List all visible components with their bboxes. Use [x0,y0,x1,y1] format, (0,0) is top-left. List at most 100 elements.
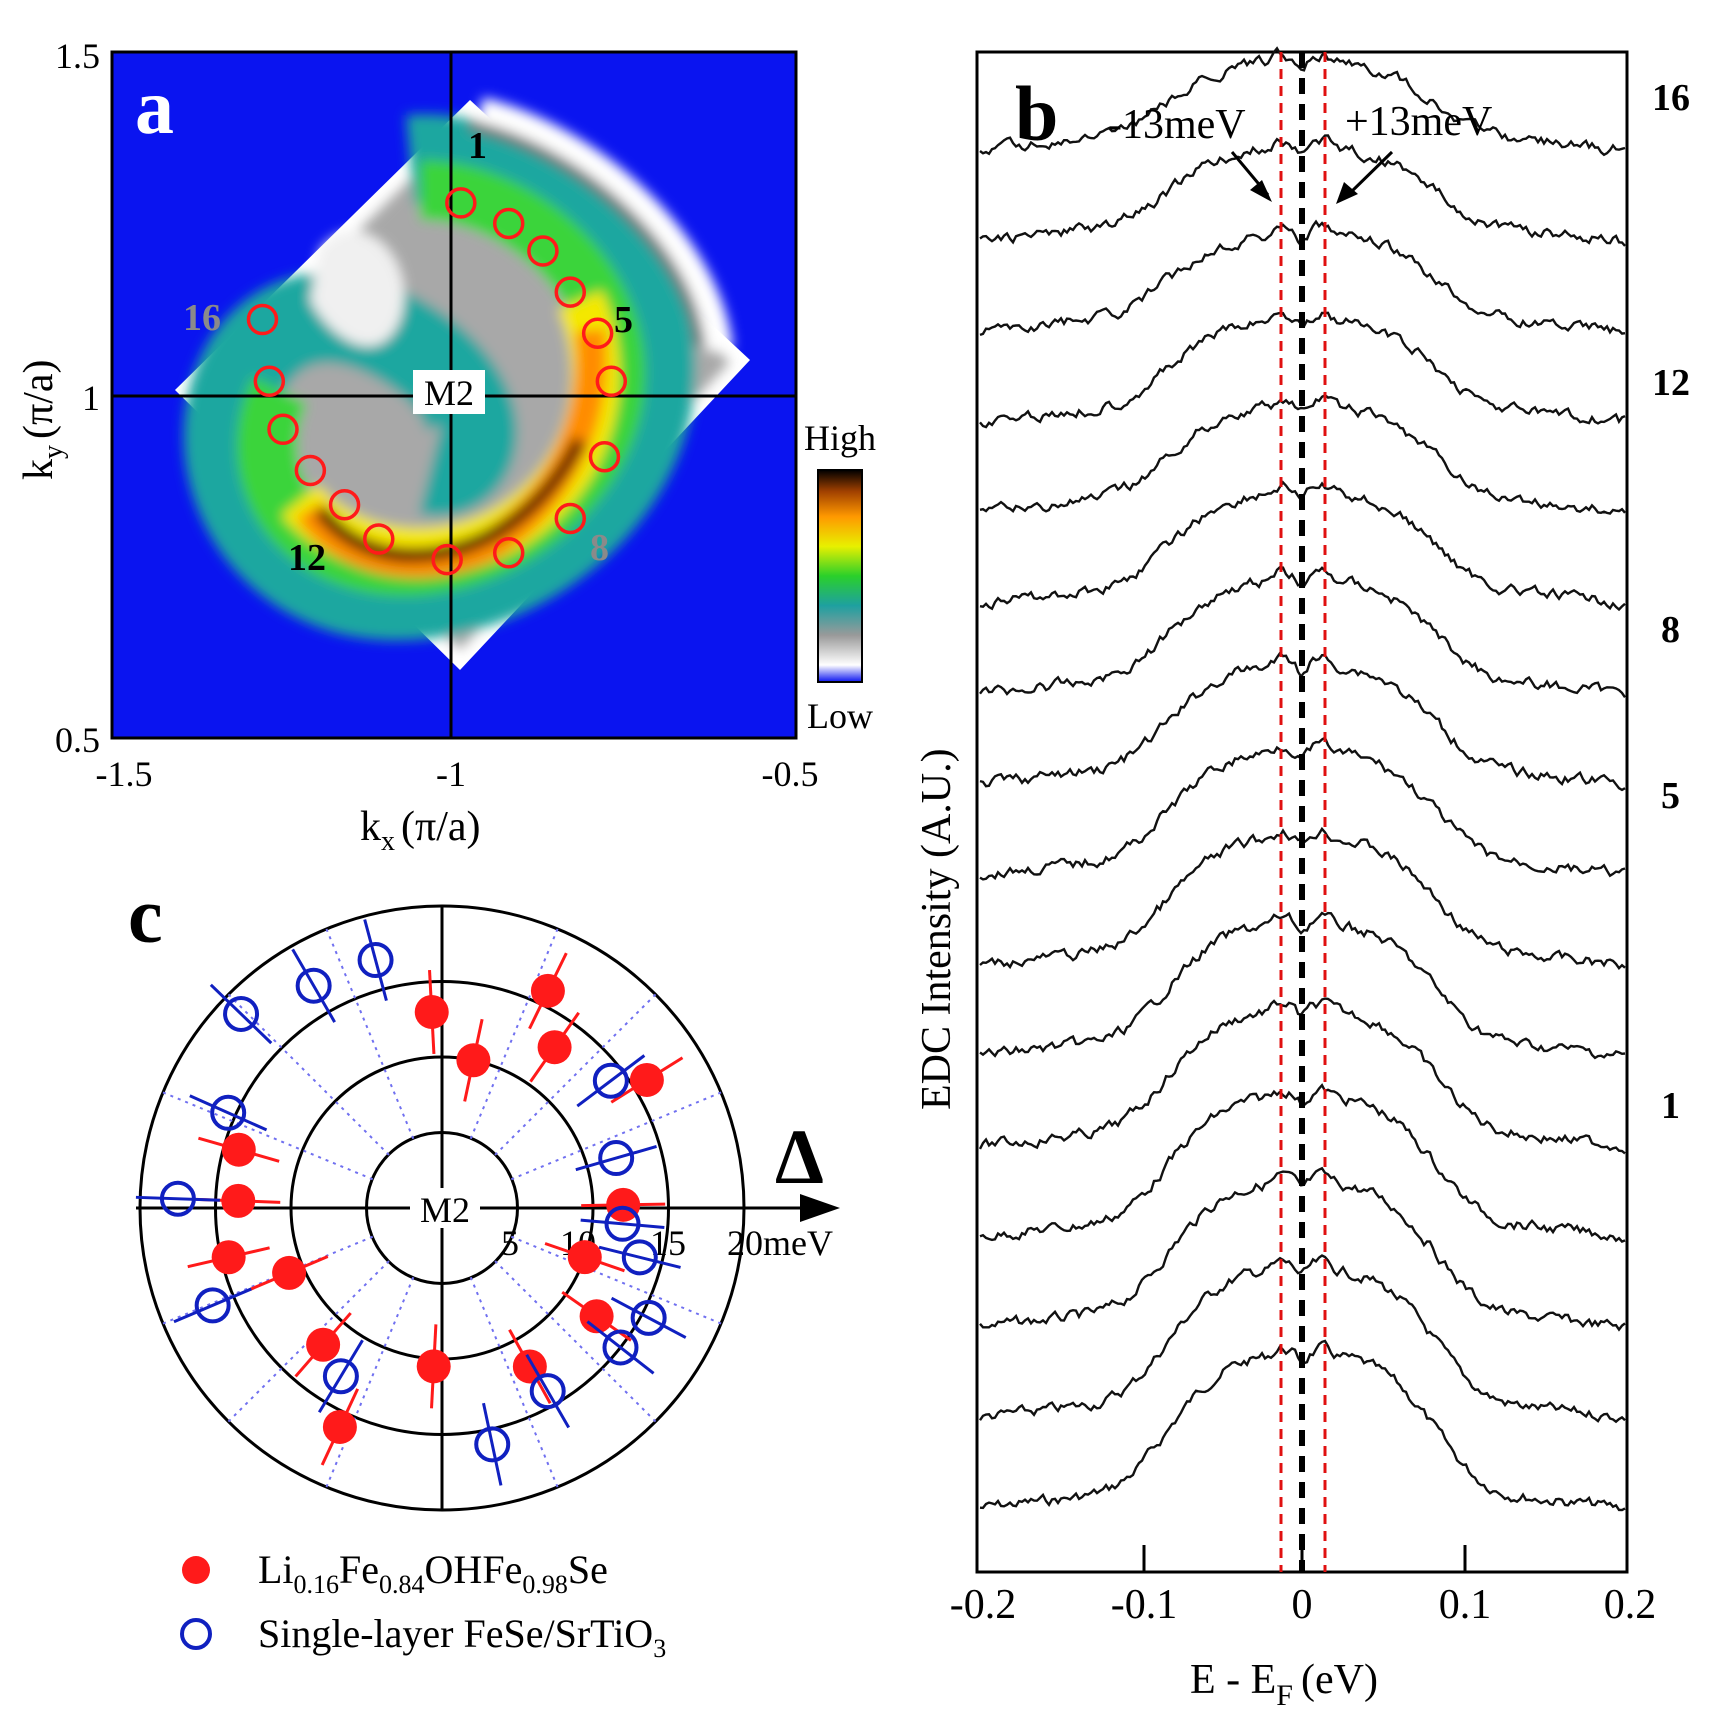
gap-point-li-16 [221,1132,256,1167]
curve-label-8: 8 [1661,609,1680,651]
cut-label-12: 12 [288,537,326,579]
gap-points [135,919,687,1486]
panel-b-ticks [1142,1545,1467,1572]
panel-b: b -13meV +13meV 16 12 8 5 1 -0.2 -0.1 0 … [914,46,1690,1712]
radial-guide [510,1091,722,1181]
cut-label-16: 16 [183,297,221,339]
edc-curve-6 [979,911,1626,1060]
error-bar [525,1353,570,1429]
cut-label-1: 1 [468,125,487,167]
edc-curve-16 [979,46,1626,157]
panel-b-letter: b [1015,70,1058,157]
gap-point-li-4 [537,1030,572,1065]
xtick-minus-1.5: -1.5 [96,754,153,794]
gap-point-li-10 [416,1349,451,1384]
gap-point-fese-15 [592,1062,629,1099]
radial-guide [227,993,390,1156]
xtick-minus-0.5: -0.5 [762,754,819,794]
radial-guide [325,928,415,1140]
panel-b-xlabel: E - EF (eV) [1190,1657,1378,1712]
annotation-minus-13mev: -13meV [1108,102,1246,148]
m2-label-box [413,370,485,414]
ring-label-5: 5 [501,1223,519,1263]
edc-curve-4 [979,1083,1626,1244]
edc-curve-2 [979,1254,1626,1424]
gap-point-li-1 [414,994,449,1029]
radial-guide [469,928,559,1140]
gap-point-li-15 [221,1183,256,1218]
xtick-0.1: 0.1 [1439,1582,1492,1628]
cut-point-2 [492,207,525,240]
edc-curve-12 [979,393,1626,515]
error-bar [576,1054,646,1108]
m2-label: M2 [424,373,474,413]
ytick-1: 1 [82,378,100,418]
xtick-minus-0.2: -0.2 [950,1582,1017,1628]
cut-label-5: 5 [614,299,633,341]
error-bar [317,1339,364,1414]
cut-point-3 [527,235,559,267]
edc-curve-9 [979,651,1626,792]
gap-point-fese-10 [602,1329,639,1366]
gap-point-fese-11 [630,1299,667,1336]
cut-label-8: 8 [590,527,609,569]
panel-c: c M2 Δ 5 10 15 20meV Li0.16Fe0.84OHFe0.9… [128,872,840,1663]
error-bar [209,983,273,1045]
gap-point-fese-3 [223,995,260,1032]
error-bar [580,1218,665,1229]
gap-point-li-12 [272,1255,307,1290]
error-bar [586,1320,655,1375]
cut-point-9 [492,537,525,569]
panel-a-ylabel: ky(π/a) [16,360,69,481]
gap-point-fese-4 [210,1094,247,1131]
radial-guide [510,1235,722,1325]
panel-a-frame [110,50,798,740]
gap-point-li-6 [606,1187,641,1222]
xtick-0: 0 [1292,1582,1313,1628]
colorbar [817,469,863,683]
xtick-minus-1: -1 [436,754,466,794]
m2-center-box [410,1188,480,1228]
colorbar-high: High [804,418,876,458]
radial-guide [494,1260,657,1423]
m2-center-label: M2 [420,1190,470,1230]
error-bar [135,1195,220,1202]
xtick-minus-0.1: -0.1 [1111,1582,1178,1628]
panel-b-ylabel: EDC Intensity (A.U.) [914,748,960,1110]
cut-point-11 [363,523,395,555]
panel-c-letter: c [128,872,163,959]
cut-point-8 [554,502,587,535]
curve-label-1: 1 [1661,1085,1680,1127]
radial-guide [325,1276,415,1488]
cut-point-1 [445,187,477,219]
gap-point-li-2 [456,1043,491,1078]
gap-point-fese-7 [322,1358,359,1395]
gap-point-li-14 [211,1240,246,1275]
radial-guide [162,1235,374,1325]
error-bar [575,1145,657,1172]
error-bar [291,948,336,1023]
radial-guide [469,1276,559,1488]
curve-label-16: 16 [1652,77,1690,119]
error-bar [173,1287,252,1324]
curve-label-12: 12 [1652,362,1690,404]
gap-point-li-5 [629,1062,664,1097]
radial-guide [494,993,657,1156]
legend-marker-filled [182,1556,210,1584]
panel-a-letter: a [135,63,174,150]
gap-point-fese-12 [621,1239,658,1276]
cut-point-14 [267,413,299,446]
xtick-0.2: 0.2 [1604,1582,1657,1628]
gap-point-fese-9 [529,1373,566,1410]
cut-point-16 [246,303,279,336]
legend-label-li: Li0.16Fe0.84OHFe0.98Se [258,1547,608,1599]
annotation-plus-13mev: +13meV [1345,99,1492,145]
error-bar [610,1296,687,1339]
cut-circles [246,187,628,576]
gap-point-fese-14 [598,1140,635,1177]
edc-curve-5 [978,997,1626,1155]
gap-point-fese-13 [604,1205,641,1242]
axis-arrowhead [800,1194,840,1222]
gap-point-fese-2 [295,967,332,1004]
ytick-0.5: 0.5 [55,720,100,760]
